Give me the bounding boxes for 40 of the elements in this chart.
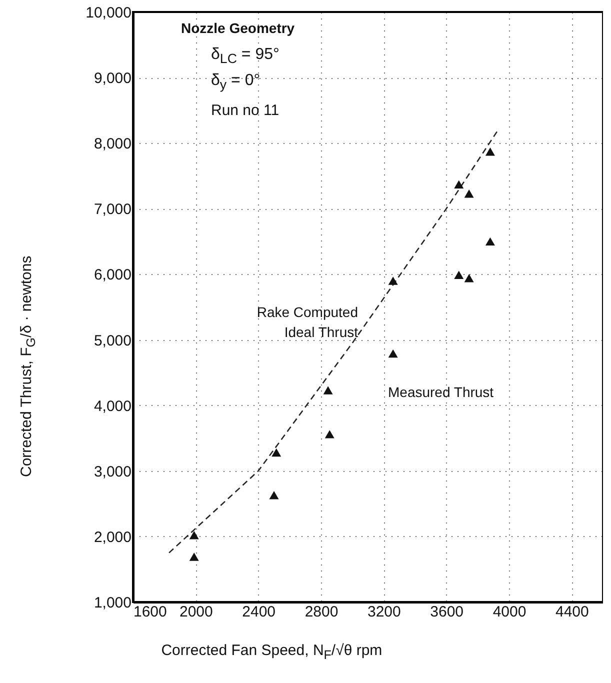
y-tick-label: 8,000 bbox=[94, 136, 132, 153]
annotation: Measured Thrust bbox=[388, 384, 494, 400]
y-tick-label: 4,000 bbox=[94, 398, 132, 415]
y-tick-label: 1,000 bbox=[94, 594, 132, 612]
point bbox=[388, 349, 398, 358]
point bbox=[323, 386, 333, 394]
annotation: Nozzle Geometry bbox=[181, 20, 295, 36]
annotation: δ$_{y}$ = 0° bbox=[211, 72, 260, 92]
y-tick-label: 10,000 bbox=[86, 4, 132, 22]
point bbox=[485, 148, 495, 156]
annotation: Rake Computed Ideal Thrust bbox=[256, 303, 358, 342]
x-tick-label: 4000 bbox=[492, 604, 526, 620]
annotation: δ$_{LC}$ = 95° bbox=[211, 46, 280, 66]
y-tick-label: 3,000 bbox=[94, 463, 132, 480]
point bbox=[189, 531, 199, 540]
x-tick-label: 4400 bbox=[555, 604, 589, 620]
point bbox=[454, 270, 464, 279]
line-series bbox=[168, 129, 499, 554]
point bbox=[324, 430, 334, 438]
point bbox=[454, 180, 464, 189]
point bbox=[269, 491, 279, 500]
x-axis-title: Corrected Fan Speed, N$_{F}$/√θ rpm bbox=[161, 642, 382, 662]
point bbox=[388, 276, 398, 285]
y-tick-label: 9,000 bbox=[94, 70, 132, 88]
point bbox=[189, 552, 199, 561]
x-tick-label: 2800 bbox=[304, 604, 338, 620]
point bbox=[272, 448, 282, 457]
y-tick-label: 6,000 bbox=[94, 266, 132, 284]
x-tick-label: 3600 bbox=[430, 604, 464, 620]
x-tick-label: 2000 bbox=[179, 604, 213, 620]
x-tick-label: 2400 bbox=[242, 604, 276, 620]
point bbox=[464, 189, 474, 198]
x-tick-label: 1600 bbox=[134, 604, 167, 620]
x-tick-label: 3200 bbox=[367, 604, 401, 620]
annotation: Run no 11 bbox=[211, 102, 280, 119]
y-tick-label: 7,000 bbox=[94, 201, 132, 218]
y-tick-label: 2,000 bbox=[94, 528, 132, 546]
y-tick-label: 5,000 bbox=[94, 332, 132, 350]
point bbox=[464, 274, 474, 282]
point bbox=[485, 237, 495, 246]
